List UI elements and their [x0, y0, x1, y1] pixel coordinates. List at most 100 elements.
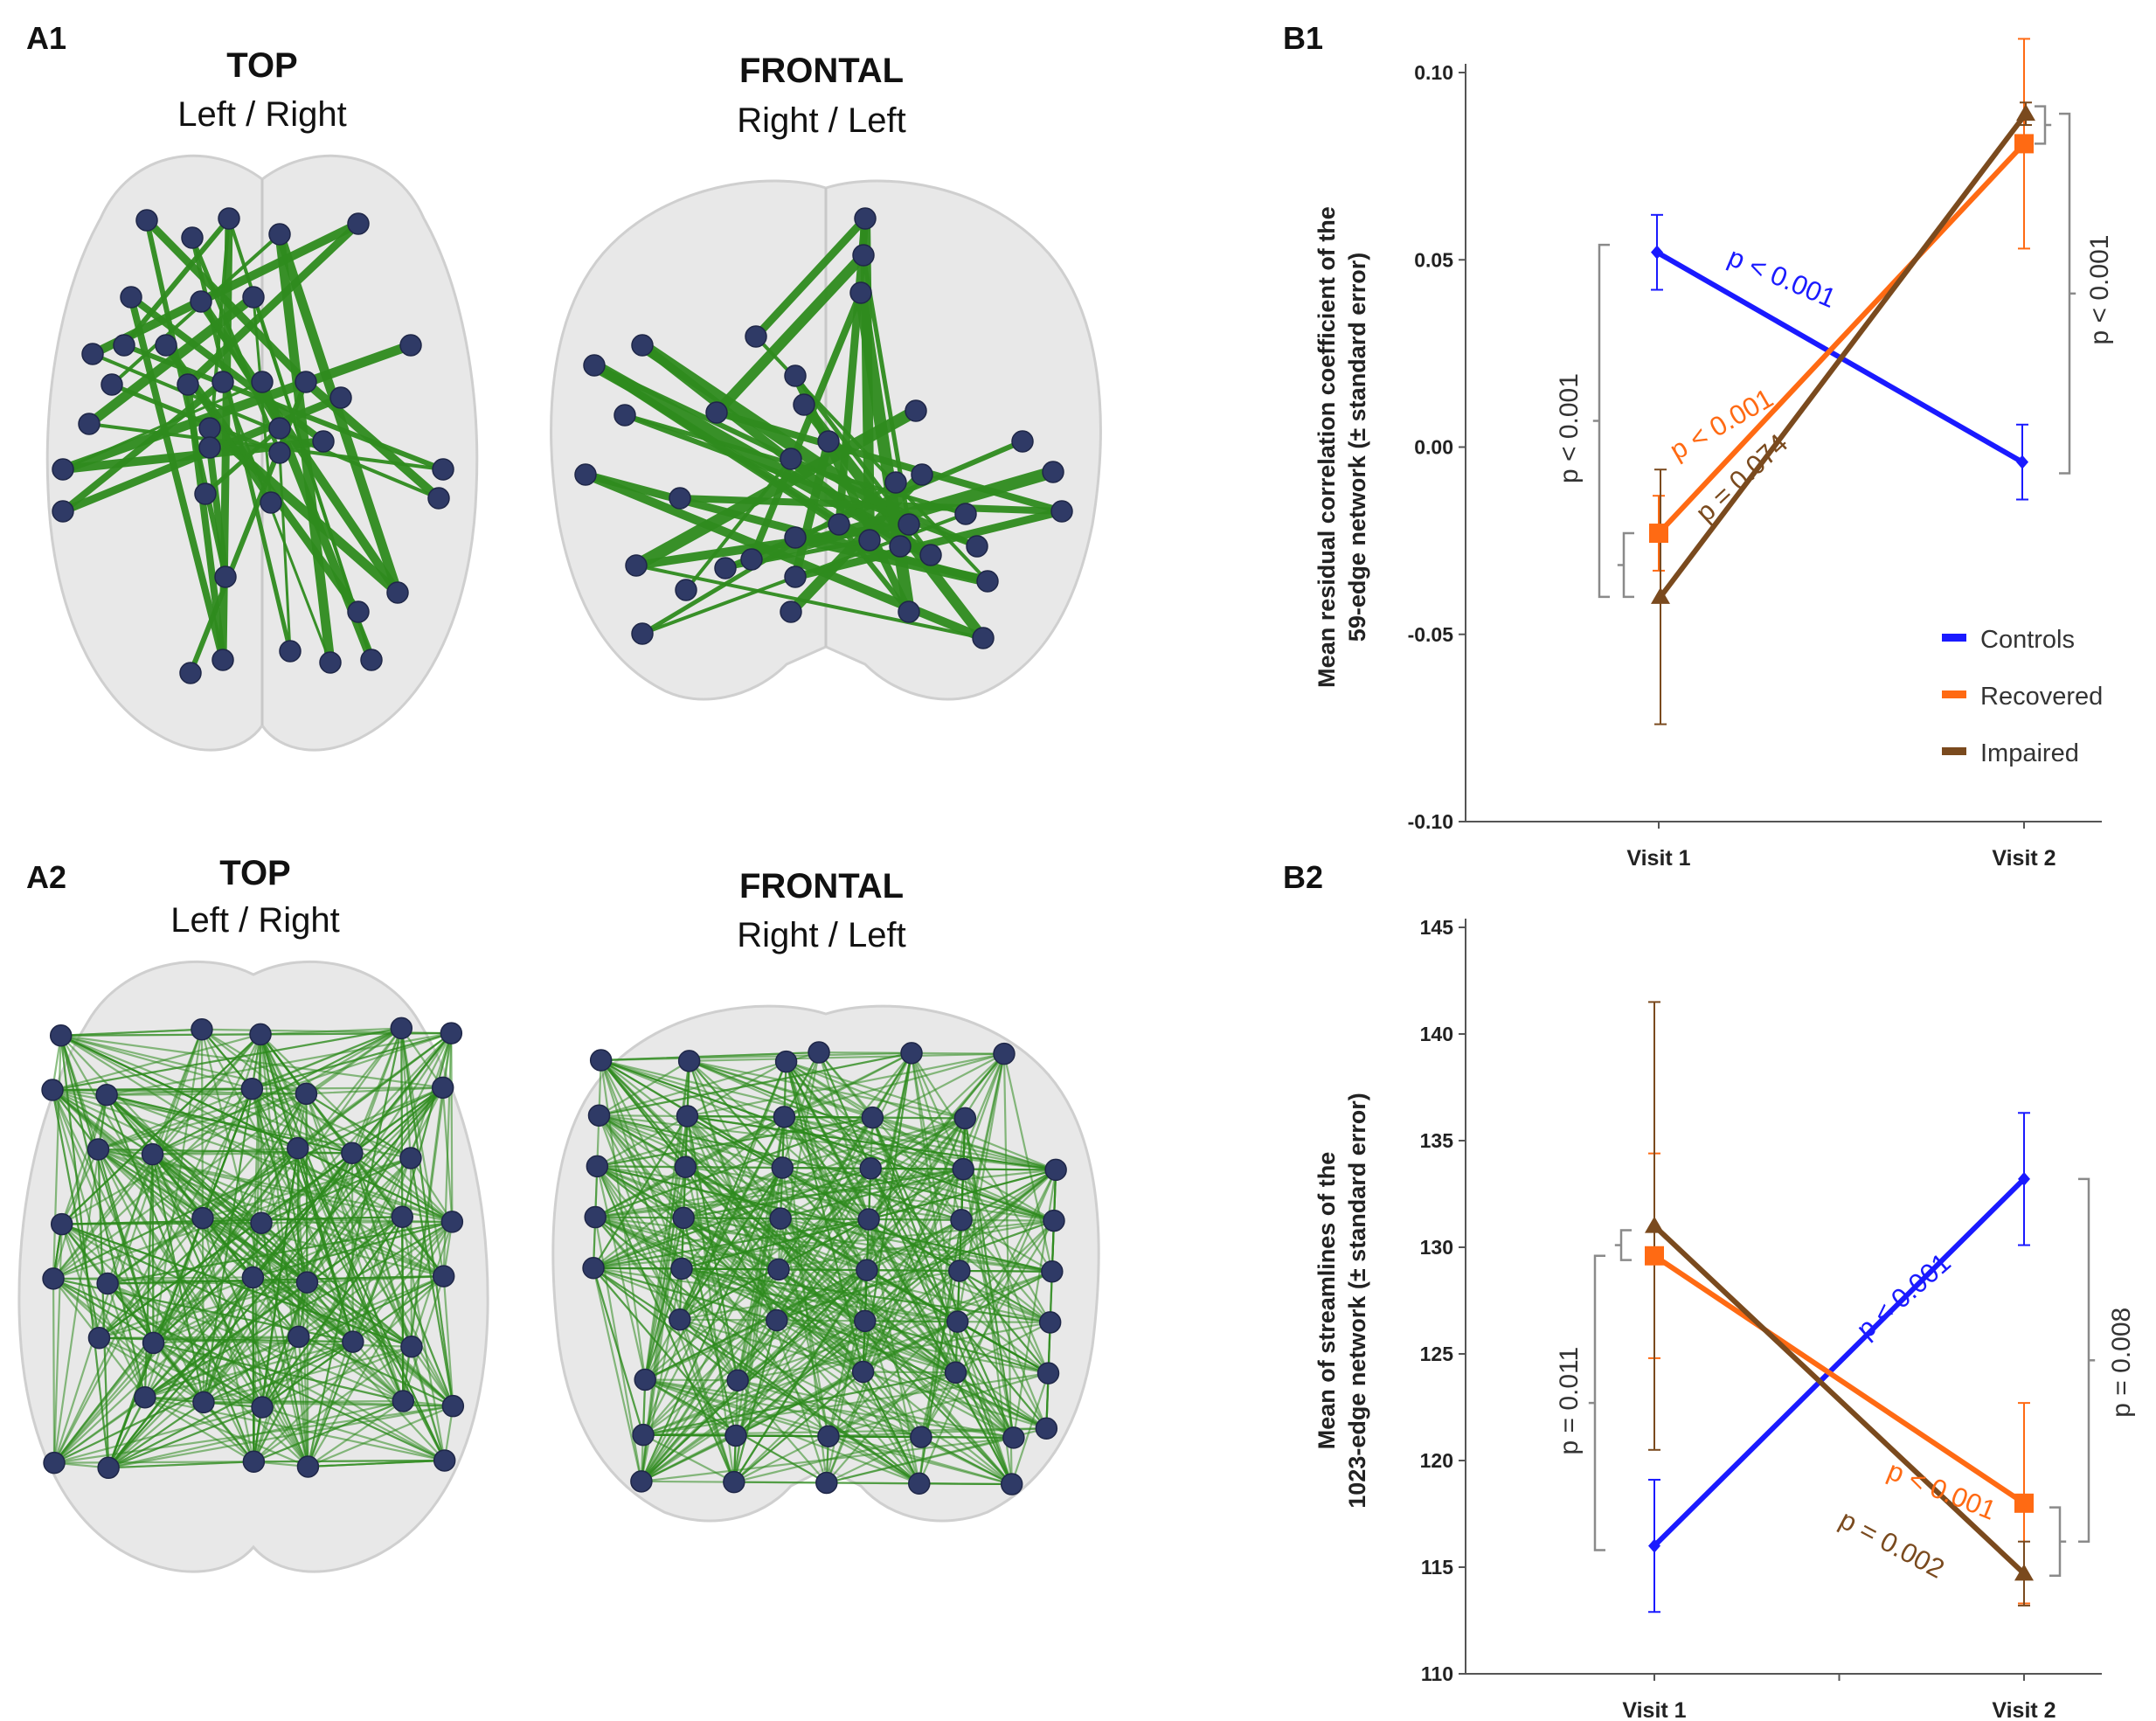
network-edge — [278, 451, 292, 653]
network-node — [675, 579, 697, 601]
network-edge — [644, 1166, 687, 1381]
network-edge — [410, 1345, 446, 1462]
network-edge — [783, 1115, 960, 1273]
legend-swatch-impaired — [1942, 747, 1966, 755]
network-node — [769, 1207, 792, 1230]
controls-point — [2018, 1171, 2030, 1186]
network-node — [329, 386, 352, 409]
network-edge — [107, 1405, 454, 1469]
network-node — [240, 1077, 264, 1100]
network-edge — [737, 1270, 1053, 1382]
y-tick-label: 125 — [1420, 1343, 1454, 1365]
network-node — [1038, 1311, 1062, 1334]
controls-series-line — [1652, 1176, 2027, 1548]
network-node — [631, 334, 654, 357]
network-node — [1050, 500, 1073, 523]
y-tick-label: 110 — [1421, 1662, 1453, 1685]
bracket — [2035, 105, 2047, 145]
network-node — [853, 1309, 877, 1333]
network-edge — [777, 1268, 920, 1485]
network-edge — [400, 1027, 412, 1160]
y-tick-label: 120 — [1420, 1449, 1453, 1472]
network-edge — [688, 1052, 1006, 1062]
network-edge — [253, 1033, 262, 1463]
network-edge — [783, 1115, 870, 1221]
network-node — [919, 544, 942, 566]
network-edge — [98, 1336, 354, 1343]
network-edge — [251, 1031, 453, 1090]
network-edge — [52, 1277, 101, 1339]
network-edge — [680, 1218, 870, 1270]
network-node — [400, 1336, 423, 1358]
network-edge — [862, 1371, 957, 1374]
network-edge — [827, 1435, 920, 1485]
network-node — [295, 1271, 319, 1294]
a2-frontal-title: FRONTAL — [739, 867, 904, 906]
network-edge — [817, 1051, 1051, 1324]
bracket — [2078, 1177, 2090, 1543]
legend-swatch-recovered — [1942, 690, 1966, 698]
network-edge — [600, 1058, 870, 1221]
network-edge — [51, 1088, 205, 1219]
network-edge — [305, 1093, 412, 1160]
network-node — [242, 1450, 266, 1474]
network-edge — [596, 1165, 681, 1321]
network-node — [347, 600, 370, 623]
network-node — [191, 1206, 214, 1230]
network-edge — [201, 1217, 445, 1278]
y-tick-label: 140 — [1420, 1023, 1453, 1045]
network-node — [155, 334, 177, 357]
panel-label-a1: A1 — [26, 20, 66, 56]
network-edge — [58, 340, 416, 475]
recovered-point — [2014, 134, 2034, 154]
network-node — [780, 600, 802, 623]
network-node — [194, 482, 217, 505]
y-tick-label: 145 — [1420, 916, 1454, 939]
network-edge — [151, 1153, 405, 1403]
network-node — [341, 1142, 364, 1165]
network-edge — [60, 1216, 404, 1225]
network-edge — [251, 1087, 412, 1160]
network-node — [854, 207, 877, 230]
network-node — [432, 458, 454, 481]
recovered-point — [2014, 1493, 2034, 1513]
network-node — [669, 487, 691, 510]
network-edge — [600, 1058, 1057, 1171]
network-edge — [206, 444, 229, 580]
network-node — [1043, 1209, 1065, 1232]
network-node — [1036, 1362, 1060, 1384]
network-edge — [752, 214, 870, 341]
network-edge — [644, 1217, 685, 1381]
network-edge — [259, 1033, 454, 1223]
network-node — [399, 1147, 422, 1169]
network-node — [441, 1394, 465, 1418]
network-edge — [107, 1220, 454, 1285]
bracket-p-value: p < 0.001 — [2085, 235, 2114, 345]
network-edge — [825, 1436, 1015, 1484]
network-node — [288, 1325, 310, 1349]
network-node — [432, 1265, 455, 1287]
network-edge — [107, 1282, 146, 1398]
x-tick-label: Visit 2 — [1992, 1698, 2055, 1721]
network-edge — [600, 1058, 869, 1272]
network-edge — [871, 1116, 1013, 1486]
network-edge — [964, 1117, 1013, 1486]
network-edge — [775, 1219, 1056, 1322]
y-tick-label: -0.10 — [1408, 810, 1453, 833]
network-edge — [600, 1058, 687, 1169]
bracket — [1598, 243, 1610, 599]
network-edge — [274, 229, 403, 598]
network-edge — [409, 1156, 454, 1223]
network-node — [312, 430, 335, 453]
network-node — [766, 1308, 788, 1332]
network-edge — [600, 1058, 683, 1270]
network-node — [672, 1206, 695, 1230]
network-edge — [306, 1281, 413, 1348]
network-edge — [956, 1321, 1048, 1430]
network-node — [113, 334, 135, 357]
network-node — [950, 1209, 973, 1232]
network-edge — [630, 405, 922, 572]
network-edge — [200, 1028, 253, 1090]
impaired-point — [2014, 1564, 2034, 1581]
network-node — [740, 548, 763, 571]
